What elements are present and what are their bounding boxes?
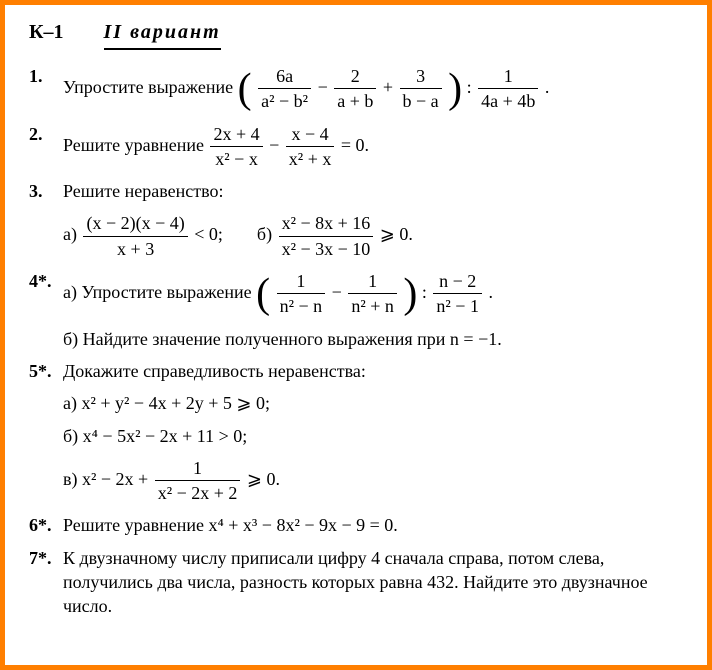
problem-3: 3. Решите неравенство: xyxy=(29,179,687,203)
problem-5a: а) x² + y² − 4x + 2y + 5 ⩾ 0; xyxy=(29,391,687,415)
text: Упростите выражение xyxy=(63,77,238,97)
problem-body: К двузначному числу приписали цифру 4 сн… xyxy=(63,546,687,619)
text: в) x² − 2x + xyxy=(63,469,153,489)
paren-right: ) xyxy=(403,271,417,317)
problem-3-subparts: а) (x − 2)(x − 4)x + 3 < 0; б) x² − 8x +… xyxy=(29,211,687,261)
problem-body: Упростите выражение ( 6aa² − b² − 2a + b… xyxy=(63,64,687,114)
fraction: 14a + 4b xyxy=(478,64,538,114)
paren-left: ( xyxy=(238,66,252,112)
problem-number: 4*. xyxy=(29,269,63,293)
problem-4b: б) Найдите значение полученного выражени… xyxy=(29,327,687,351)
problem-number: 7*. xyxy=(29,546,63,570)
dot: . xyxy=(545,77,550,97)
text: а) x² + y² − 4x + 2y + 5 ⩾ 0; xyxy=(63,393,270,413)
colon: : xyxy=(422,282,432,302)
fraction: 3b − a xyxy=(400,64,442,114)
problem-body: Решите неравенство: xyxy=(63,179,687,203)
paren-right: ) xyxy=(448,66,462,112)
problem-body: Решите уравнение x⁴ + x³ − 8x² − 9x − 9 … xyxy=(63,513,687,537)
problem-number: 5*. xyxy=(29,359,63,383)
problem-number: 6*. xyxy=(29,513,63,537)
problem-body: Докажите справедливость неравенства: xyxy=(63,359,687,383)
problem-2: 2. Решите уравнение 2x + 4x² − x − x − 4… xyxy=(29,122,687,172)
fraction: 1n² − n xyxy=(277,269,326,319)
dot: . xyxy=(488,282,493,302)
fraction: 1x² − 2x + 2 xyxy=(155,456,241,506)
minus: − xyxy=(269,135,284,155)
worksheet-page: К–1 II вариант 1. Упростите выражение ( … xyxy=(0,0,712,670)
label: а) xyxy=(63,224,81,244)
text: б) Найдите значение полученного выражени… xyxy=(63,329,502,349)
text: Докажите справедливость неравенства: xyxy=(63,361,366,381)
paren-left: ( xyxy=(256,271,270,317)
text: б) x⁴ − 5x² − 2x + 11 > 0; xyxy=(63,426,247,446)
problem-body: а) Упростите выражение ( 1n² − n − 1n² +… xyxy=(63,269,687,319)
problem-7: 7*. К двузначному числу приписали цифру … xyxy=(29,546,687,619)
problem-6: 6*. Решите уравнение x⁴ + x³ − 8x² − 9x … xyxy=(29,513,687,537)
subpart-a: а) (x − 2)(x − 4)x + 3 < 0; xyxy=(63,211,223,261)
subpart-b: б) x² − 8x + 16x² − 3x − 10 ⩾ 0. xyxy=(257,211,413,261)
colon: : xyxy=(467,77,477,97)
problem-1: 1. Упростите выражение ( 6aa² − b² − 2a … xyxy=(29,64,687,114)
problem-5b: б) x⁴ − 5x² − 2x + 11 > 0; xyxy=(29,424,687,448)
text: Решите уравнение xyxy=(63,135,208,155)
problem-5: 5*. Докажите справедливость неравенства: xyxy=(29,359,687,383)
problem-number: 1. xyxy=(29,64,63,88)
minus: − xyxy=(332,282,347,302)
minus: − xyxy=(318,77,333,97)
problem-5c: в) x² − 2x + 1x² − 2x + 2 ⩾ 0. xyxy=(29,456,687,506)
tail: < 0; xyxy=(194,224,223,244)
text: Решите неравенство: xyxy=(63,181,223,201)
fraction: 2a + b xyxy=(334,64,376,114)
fraction: x² − 8x + 16x² − 3x − 10 xyxy=(279,211,374,261)
label: б) xyxy=(257,224,277,244)
text: а) Упростите выражение xyxy=(63,282,256,302)
fraction: 2x + 4x² − x xyxy=(210,122,262,172)
fraction: x − 4x² + x xyxy=(286,122,335,172)
fraction: n − 2n² − 1 xyxy=(433,269,482,319)
header-row: К–1 II вариант xyxy=(29,19,687,50)
variant-title: II вариант xyxy=(104,19,221,50)
plus: + xyxy=(383,77,398,97)
fraction: 1n² + n xyxy=(348,269,397,319)
tail: = 0. xyxy=(341,135,369,155)
problem-number: 3. xyxy=(29,179,63,203)
k-label: К–1 xyxy=(29,19,64,46)
problem-4: 4*. а) Упростите выражение ( 1n² − n − 1… xyxy=(29,269,687,319)
fraction: (x − 2)(x − 4)x + 3 xyxy=(83,211,187,261)
fraction: 6aa² − b² xyxy=(258,64,311,114)
tail: ⩾ 0. xyxy=(247,469,280,489)
tail: ⩾ 0. xyxy=(380,224,413,244)
problem-body: Решите уравнение 2x + 4x² − x − x − 4x² … xyxy=(63,122,687,172)
problem-number: 2. xyxy=(29,122,63,146)
